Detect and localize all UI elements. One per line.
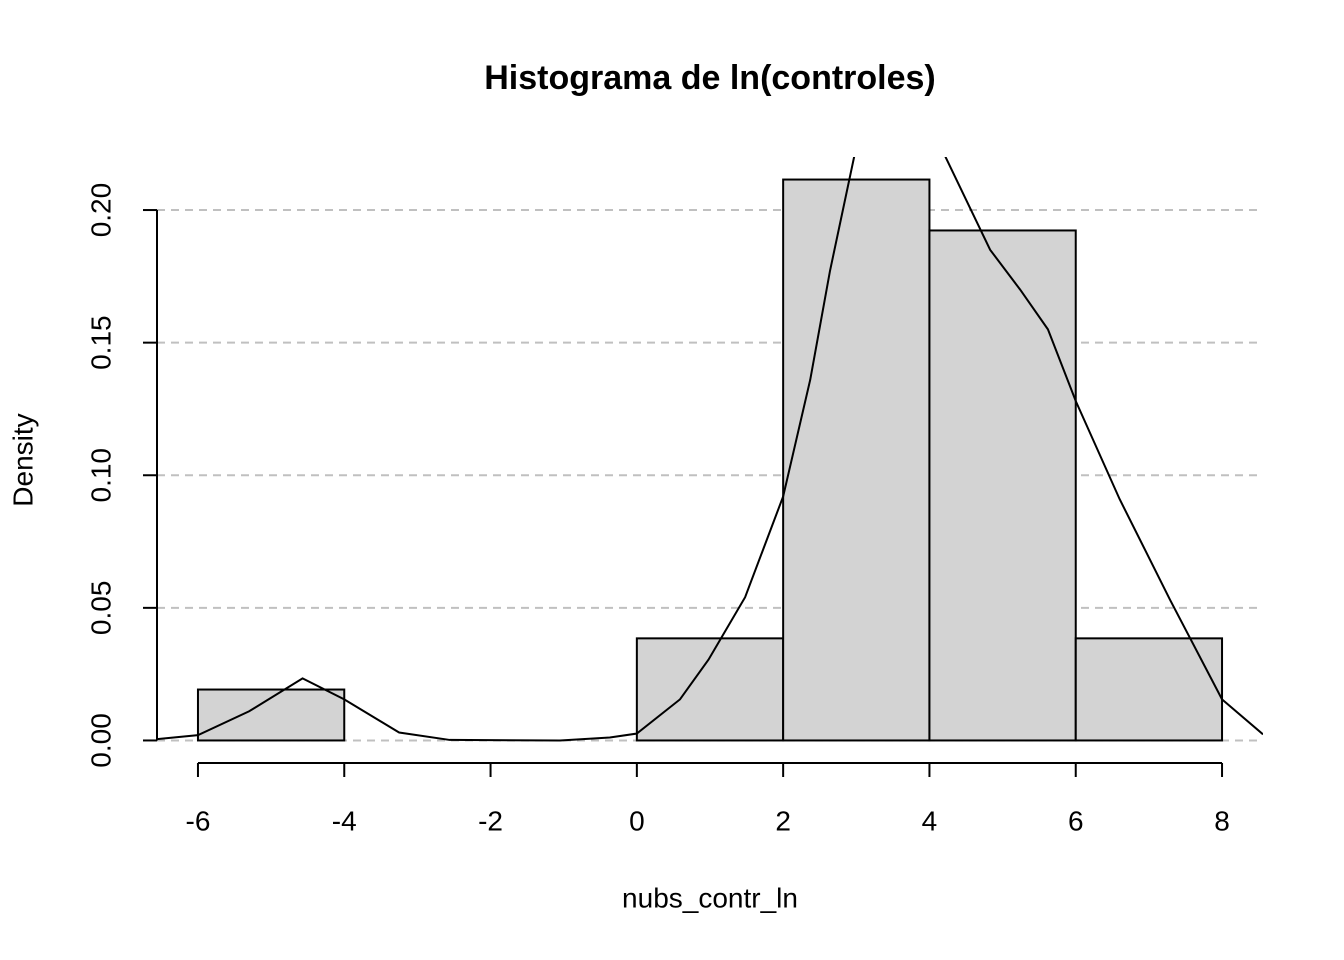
x-tick-label: 8 (1214, 805, 1230, 836)
y-tick-label: 0.20 (85, 183, 116, 238)
y-tick-label: 0.15 (85, 315, 116, 370)
chart-title: Histograma de ln(controles) (484, 59, 936, 97)
bar (928, 229, 1077, 742)
x-tick-label: 2 (775, 805, 791, 836)
y-tick-label: 0.10 (85, 448, 116, 503)
y-tick-label: 0.05 (85, 581, 116, 636)
bar (635, 637, 785, 742)
y-tick-label: 0.00 (85, 713, 116, 768)
y-axis-label: Density (7, 413, 38, 506)
x-tick-label: 4 (922, 805, 938, 836)
x-axis-label: nubs_contr_ln (622, 882, 798, 913)
density-line (157, 157, 1263, 742)
bar (782, 178, 931, 742)
x-tick-label: 0 (629, 805, 645, 836)
x-tick-label: -4 (332, 805, 357, 836)
x-tick-label: 6 (1068, 805, 1084, 836)
x-tick-label: -2 (478, 805, 503, 836)
bar (1074, 637, 1224, 742)
x-tick-label: -6 (186, 805, 211, 836)
